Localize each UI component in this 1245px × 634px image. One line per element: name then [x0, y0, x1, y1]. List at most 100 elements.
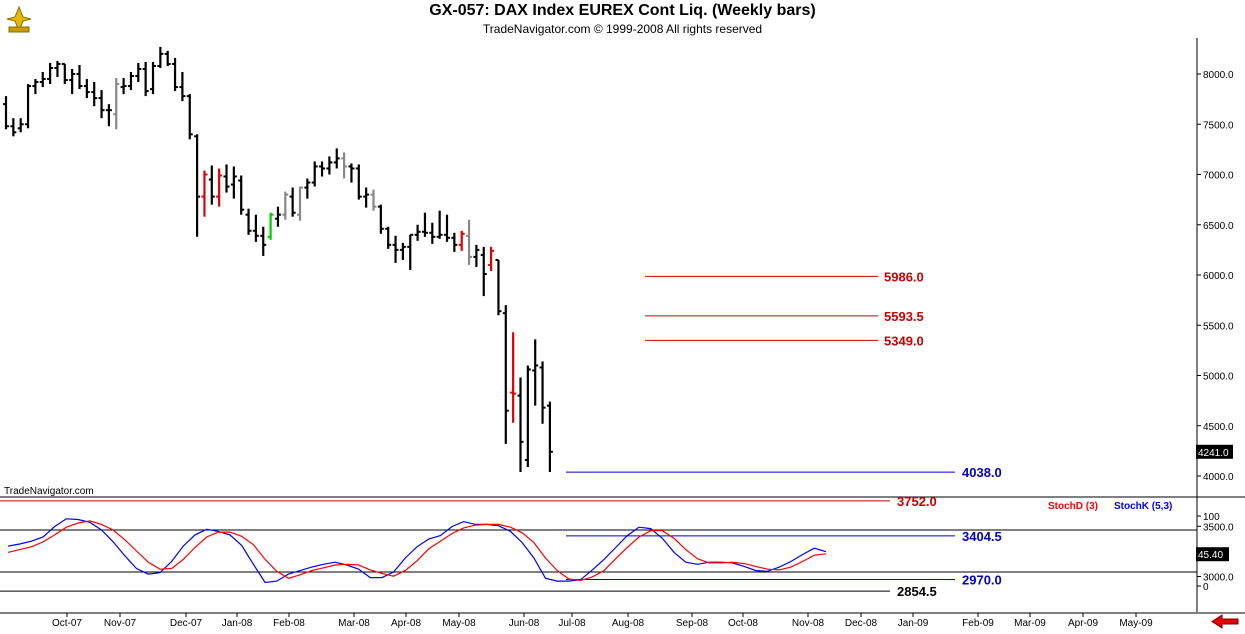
- level-label-3752.0: 3752.0: [897, 494, 937, 509]
- ohlc-bar: [429, 222, 436, 244]
- ohlc-bar: [510, 332, 517, 423]
- last-price-badge: [1196, 444, 1233, 459]
- ohlc-bar: [326, 156, 333, 175]
- ohlc-bar: [282, 191, 289, 220]
- ohlc-bar: [105, 104, 112, 127]
- ohlc-bar: [341, 152, 348, 179]
- last-stoch-label: 45.40: [1198, 550, 1223, 561]
- y-tick-label: 8000.0: [1203, 70, 1234, 81]
- ohlc-bar: [370, 189, 377, 211]
- legend-stoch-d: StochD (3): [1048, 501, 1098, 512]
- ohlc-bar: [208, 165, 215, 205]
- ohlc-bar: [25, 84, 32, 129]
- ohlc-bar: [69, 68, 76, 95]
- y-tick-label: 7000.0: [1203, 171, 1234, 182]
- ohlc-bar: [297, 186, 303, 221]
- ohlc-bar: [194, 134, 201, 237]
- x-tick-label: Jan-08: [222, 618, 253, 629]
- y-tick-label: 7500.0: [1203, 120, 1234, 131]
- level-label-4038.0: 4038.0: [962, 465, 1002, 480]
- ohlc-bar: [61, 62, 68, 85]
- ohlc-bar: [473, 244, 480, 267]
- ohlc-bar: [54, 60, 61, 78]
- ohlc-bar: [164, 50, 171, 66]
- level-label-5986.0: 5986.0: [884, 269, 924, 284]
- ohlc-bar: [348, 163, 355, 183]
- ohlc-bar: [186, 94, 193, 140]
- legend-stoch-k: StochK (5,3): [1114, 501, 1172, 512]
- chart-title: GX-057: DAX Index EUREX Cont Liq. (Weekl…: [429, 2, 816, 19]
- x-tick-label: Jul-08: [558, 618, 586, 629]
- x-tick-label: May-08: [442, 618, 476, 629]
- y-tick-label: 6000.0: [1203, 271, 1234, 282]
- y-tick-label: 4000.0: [1203, 472, 1234, 483]
- level-label-5349.0: 5349.0: [884, 333, 924, 348]
- x-tick-label: Aug-08: [612, 618, 645, 629]
- ohlc-bar: [385, 226, 392, 249]
- ohlc-bar: [135, 62, 142, 83]
- x-tick-label: Apr-08: [391, 618, 421, 629]
- y-tick-label: 5500.0: [1203, 321, 1234, 332]
- ohlc-bar: [304, 178, 311, 199]
- ohlc-bar: [289, 187, 296, 217]
- level-label-5593.5: 5593.5: [884, 309, 924, 324]
- price-panel: TradeNavigator.com 3000.0 3500.0 4000.0 4500…: [0, 38, 1245, 614]
- ohlc-bar: [488, 246, 495, 271]
- ohlc-bar: [252, 214, 259, 242]
- ohlc-bar: [32, 79, 39, 95]
- y-tick-label: 3000.0: [1203, 573, 1234, 584]
- stoch-series-line: [7, 520, 827, 582]
- ohlc-bar: [260, 226, 267, 256]
- ohlc-bar: [245, 208, 252, 235]
- ohlc-bar: [466, 219, 473, 265]
- last-stoch-badge: [1196, 547, 1229, 562]
- x-tick-label: Sep-08: [676, 618, 709, 629]
- ohlc-bar: [274, 206, 281, 227]
- ohlc-bar: [333, 148, 340, 169]
- x-axis: Oct-07 Nov-07 Dec-07 Jan-08 Feb-08 Mar-08 Apr-…: [52, 613, 1153, 629]
- watermark-text: TradeNavigator.com: [4, 486, 94, 497]
- ohlc-bar: [150, 61, 156, 95]
- stoch-series-line: [7, 518, 827, 584]
- stoch-y-tick-label: 100: [1203, 512, 1220, 523]
- ohlc-bar: [319, 161, 326, 177]
- ohlc-bar: [495, 258, 502, 316]
- ohlc-bar: [436, 210, 443, 239]
- copyright-text: TradeNavigator.com © 1999-2008 All right…: [482, 22, 763, 36]
- ohlc-bar: [546, 401, 553, 472]
- ohlc-bar: [444, 214, 450, 242]
- ohlc-bar: [223, 164, 230, 193]
- x-tick-label: Dec-07: [170, 618, 203, 629]
- x-tick-label: Mar-09: [1014, 618, 1046, 629]
- level-label-3404.5: 3404.5: [962, 529, 1002, 544]
- chart-header: GX-057: DAX Index EUREX Cont Liq. (Weekl…: [0, 0, 1245, 38]
- ohlc-bar: [377, 204, 384, 234]
- ohlc-bar: [17, 118, 24, 133]
- stochastic-panel: 050100StochD (3)StochK (5,3)45.40: [0, 501, 1229, 593]
- y-tick-label: 6500.0: [1203, 221, 1234, 232]
- ohlc-bar: [216, 168, 223, 207]
- ohlc-bar: [392, 235, 399, 263]
- ohlc-bar: [172, 57, 179, 92]
- ohlc-bar: [179, 71, 186, 102]
- ohlc-bar: [414, 224, 421, 241]
- y-tick-label: 5000.0: [1203, 372, 1234, 383]
- ohlc-bar: [83, 79, 90, 99]
- ohlc-bar: [120, 78, 127, 95]
- ohlc-bar: [142, 61, 149, 97]
- ohlc-bar: [539, 361, 546, 424]
- scroll-left-arrow-icon[interactable]: [1210, 614, 1240, 629]
- logo-icon: [3, 3, 35, 35]
- ohlc-bar: [458, 230, 465, 251]
- ohlc-bar: [10, 118, 17, 137]
- x-tick-label: Feb-09: [962, 618, 994, 629]
- x-tick-label: Jan-09: [898, 618, 929, 629]
- ohlc-bar: [47, 62, 54, 85]
- ohlc-bar: [76, 64, 83, 90]
- x-tick-label: Oct-07: [52, 618, 82, 629]
- y-tick-label: 3500.0: [1203, 522, 1234, 533]
- ohlc-bar: [532, 339, 539, 406]
- ohlc-bar: [399, 242, 406, 260]
- ohlc-bar: [502, 305, 509, 444]
- ohlc-bar: [230, 166, 237, 199]
